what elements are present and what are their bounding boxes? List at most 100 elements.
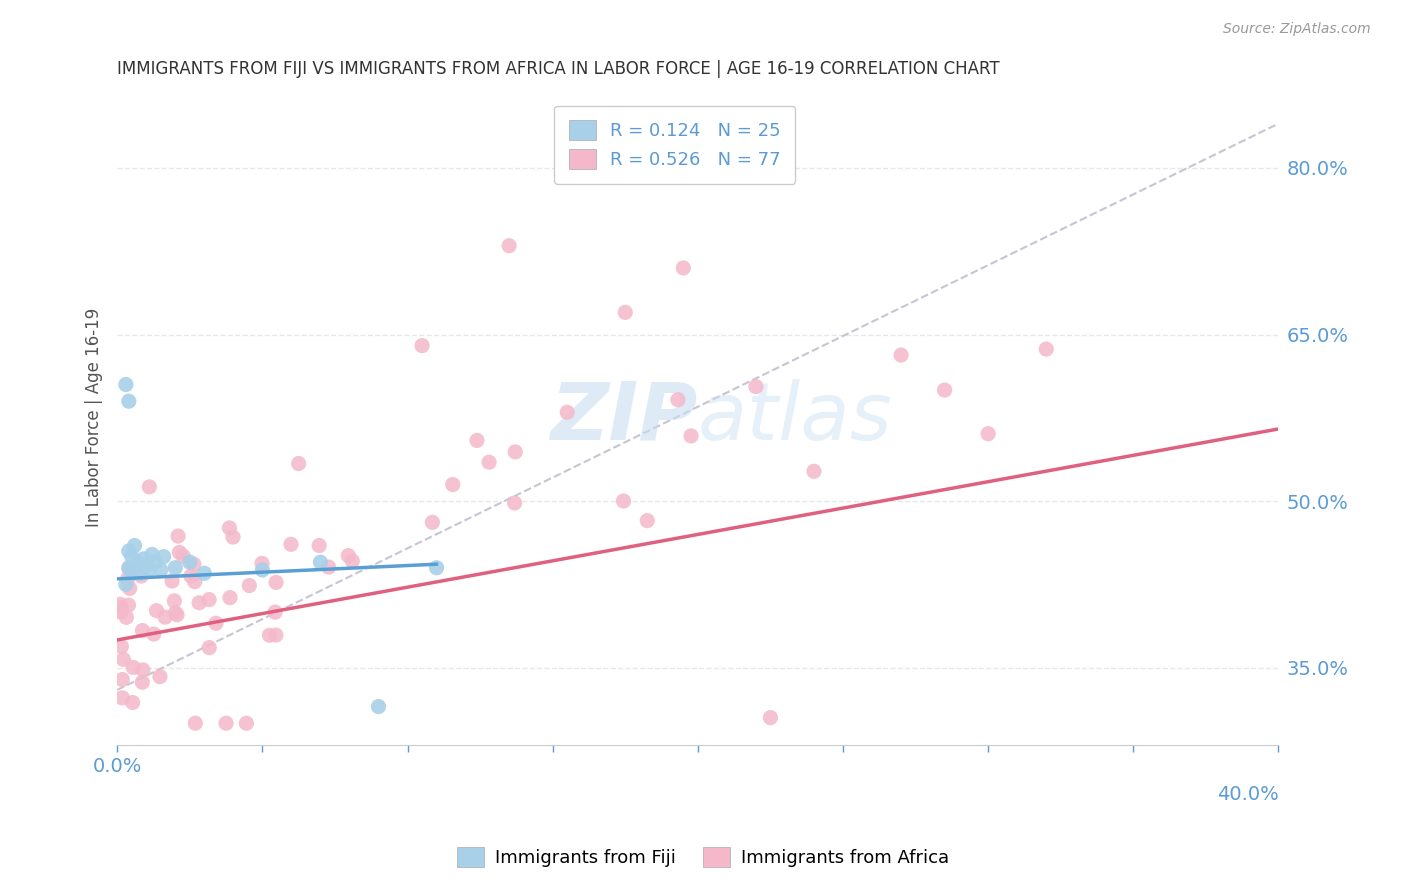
Point: [131, 569, 153, 583]
Point: [129, 566, 152, 581]
Point: [131, 675, 153, 690]
Point: [121, 549, 143, 564]
Point: [264, 628, 287, 642]
Point: [183, 574, 205, 589]
Point: [367, 699, 389, 714]
Point: [193, 566, 215, 581]
Point: [110, 605, 132, 619]
Text: IMMIGRANTS FROM FIJI VS IMMIGRANTS FROM AFRICA IN LABOR FORCE | AGE 16-19 CORREL: IMMIGRANTS FROM FIJI VS IMMIGRANTS FROM …: [117, 60, 1000, 78]
Point: [118, 544, 141, 558]
Point: [142, 627, 165, 641]
Point: [636, 514, 658, 528]
Point: [264, 605, 287, 619]
Point: [672, 260, 695, 275]
Point: [342, 554, 364, 568]
Text: Source: ZipAtlas.com: Source: ZipAtlas.com: [1223, 22, 1371, 37]
Point: [465, 434, 488, 448]
Point: [308, 539, 330, 553]
Point: [145, 604, 167, 618]
Point: [219, 591, 242, 605]
Point: [163, 594, 186, 608]
Point: [422, 516, 444, 530]
Point: [117, 598, 139, 612]
Point: [238, 578, 260, 592]
Point: [977, 426, 1000, 441]
Point: [890, 348, 912, 362]
Point: [1035, 342, 1057, 356]
Point: [127, 555, 149, 569]
Point: [160, 574, 183, 588]
Point: [218, 521, 240, 535]
Point: [108, 597, 131, 611]
Point: [222, 530, 245, 544]
Point: [121, 696, 143, 710]
Point: [111, 600, 134, 615]
Point: [411, 339, 433, 353]
Point: [124, 561, 146, 575]
Point: [188, 596, 211, 610]
Point: [503, 496, 526, 510]
Point: [165, 606, 187, 620]
Point: [121, 566, 143, 581]
Point: [934, 383, 956, 397]
Point: [318, 560, 340, 574]
Point: [179, 555, 201, 569]
Point: [165, 561, 187, 575]
Point: [287, 457, 309, 471]
Point: [252, 563, 274, 577]
Point: [614, 305, 637, 319]
Text: atlas: atlas: [697, 379, 893, 457]
Point: [111, 690, 134, 705]
Point: [132, 552, 155, 566]
Point: [679, 429, 702, 443]
Point: [118, 561, 141, 575]
Point: [250, 557, 273, 571]
Point: [198, 640, 221, 655]
Point: [205, 616, 228, 631]
Point: [184, 716, 207, 731]
Legend: R = 0.124   N = 25, R = 0.526   N = 77: R = 0.124 N = 25, R = 0.526 N = 77: [554, 106, 796, 184]
Point: [759, 711, 782, 725]
Point: [111, 673, 134, 687]
Point: [555, 405, 578, 419]
Point: [124, 539, 146, 553]
Point: [118, 582, 141, 596]
Point: [149, 563, 172, 577]
Point: [117, 572, 139, 586]
Point: [131, 624, 153, 638]
Point: [235, 716, 257, 731]
Point: [122, 660, 145, 674]
Point: [118, 561, 141, 575]
Point: [280, 537, 302, 551]
Point: [666, 392, 689, 407]
Point: [498, 238, 520, 252]
Text: 40.0%: 40.0%: [1216, 785, 1278, 804]
Point: [169, 545, 191, 559]
Point: [112, 652, 135, 666]
Point: [198, 592, 221, 607]
Point: [309, 555, 332, 569]
Point: [180, 569, 202, 583]
Y-axis label: In Labor Force | Age 16-19: In Labor Force | Age 16-19: [86, 309, 103, 527]
Point: [166, 607, 188, 622]
Point: [259, 628, 281, 642]
Point: [425, 561, 447, 575]
Point: [115, 577, 138, 591]
Point: [135, 558, 157, 573]
Point: [132, 663, 155, 677]
Point: [478, 455, 501, 469]
Text: ZIP: ZIP: [551, 379, 697, 457]
Point: [215, 716, 238, 731]
Point: [745, 379, 768, 393]
Point: [138, 563, 160, 577]
Point: [183, 558, 205, 572]
Point: [337, 549, 360, 563]
Point: [141, 548, 163, 562]
Point: [138, 480, 160, 494]
Point: [149, 670, 172, 684]
Point: [503, 445, 526, 459]
Point: [172, 549, 194, 563]
Point: [115, 610, 138, 624]
Point: [153, 610, 176, 624]
Point: [152, 549, 174, 564]
